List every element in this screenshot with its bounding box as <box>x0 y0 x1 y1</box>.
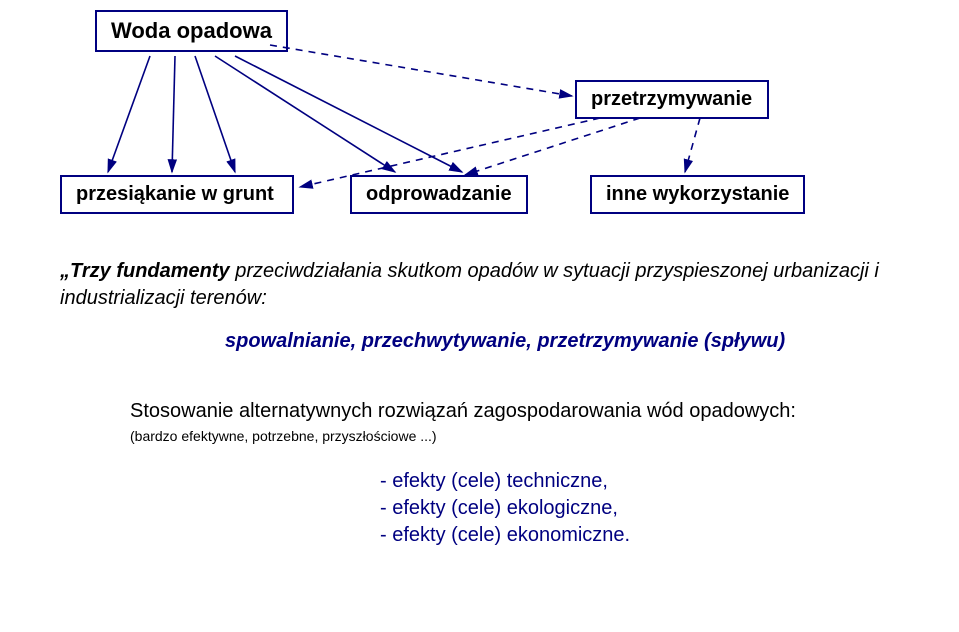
other-box: inne wykorzystanie <box>590 175 805 214</box>
infil-text: przesiąkanie w grunt <box>76 183 274 205</box>
bullet-item: - efekty (cele) techniczne, <box>380 470 630 493</box>
para-text: Stosowanie alternatywnych rozwiązań zago… <box>130 400 796 422</box>
sub-line: spowalnianie, przechwytywanie, przetrzym… <box>225 330 785 353</box>
note-text: (bardzo efektywne, potrzebne, przyszłośc… <box>130 428 437 444</box>
drain-box: odprowadzanie <box>350 175 528 214</box>
retain-text: przetrzymywanie <box>591 88 752 110</box>
retain-box: przetrzymywanie <box>575 80 769 119</box>
drain-text: odprowadzanie <box>366 183 512 205</box>
alt-paragraph: Stosowanie alternatywnych rozwiązań zago… <box>130 400 796 423</box>
bullets-block: - efekty (cele) techniczne, - efekty (cel… <box>380 470 630 551</box>
bullet-item: - efekty (cele) ekonomiczne. <box>380 524 630 547</box>
title-text: Woda opadowa <box>111 18 272 43</box>
heading-prefix: „Trzy fundamenty <box>60 260 230 282</box>
title-box: Woda opadowa <box>95 10 288 52</box>
bullet-item: - efekty (cele) ekologiczne, <box>380 497 630 520</box>
fundaments-heading: „Trzy fundamenty przeciwdziałania skutko… <box>60 258 900 312</box>
infil-box: przesiąkanie w grunt <box>60 175 294 214</box>
note-line: (bardzo efektywne, potrzebne, przyszłośc… <box>130 428 437 444</box>
other-text: inne wykorzystanie <box>606 183 789 205</box>
sub-text: spowalnianie, przechwytywanie, przetrzym… <box>225 330 785 352</box>
